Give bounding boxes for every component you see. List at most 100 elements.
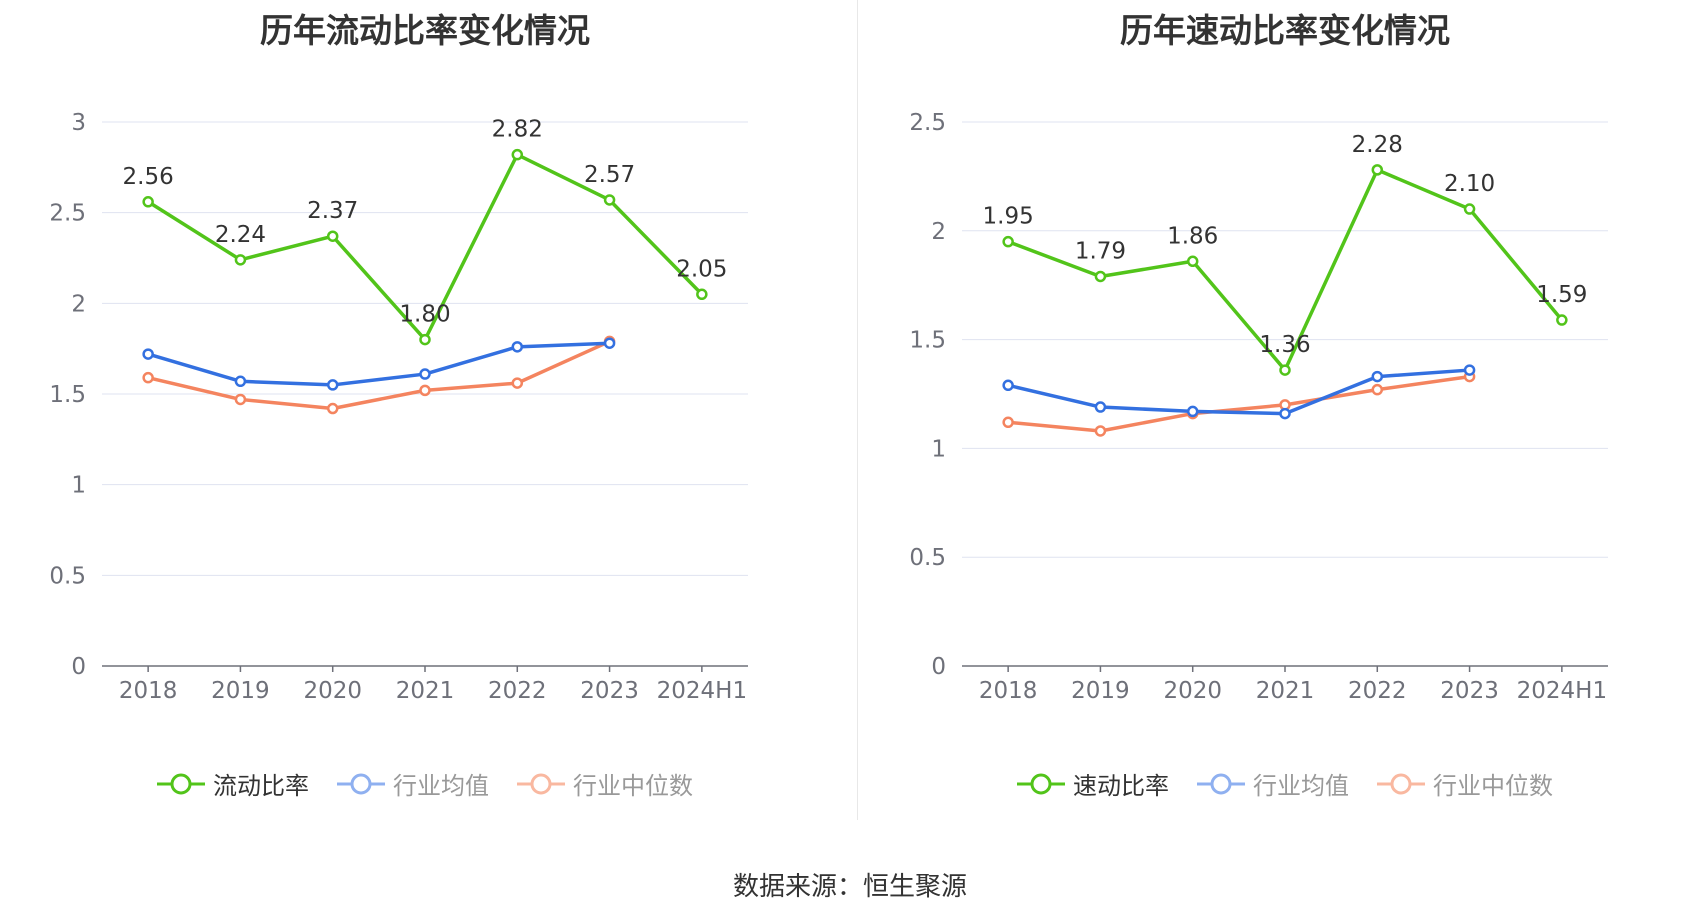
y-tick-label: 1 (71, 473, 86, 499)
y-tick-label: 0 (71, 654, 86, 680)
data-label: 1.79 (1075, 238, 1126, 264)
data-label: 2.37 (307, 198, 358, 224)
data-point (1094, 425, 1107, 437)
y-tick-label: 0.5 (49, 563, 86, 589)
y-tick-label: 3 (71, 110, 86, 136)
data-point (1094, 401, 1107, 413)
x-tick-label: 2024H1 (1517, 678, 1607, 704)
data-point (1002, 379, 1014, 392)
legend-item[interactable]: 行业均值 (337, 766, 489, 801)
legend-label: 速动比率 (1073, 772, 1169, 800)
data-point (419, 333, 431, 346)
data-point (603, 337, 616, 349)
legend-marker-icon (337, 773, 385, 794)
x-tick-label: 2020 (1163, 678, 1222, 704)
y-tick-label: 0 (931, 654, 946, 680)
data-point (234, 393, 247, 406)
y-tick-label: 1.5 (909, 328, 946, 354)
x-tick-label: 2018 (119, 678, 178, 704)
data-point (326, 379, 339, 391)
data-point (1002, 235, 1014, 248)
data-label: 1.59 (1536, 282, 1587, 308)
legend-marker-icon (517, 773, 565, 794)
data-point (511, 341, 524, 353)
data-label: 2.05 (676, 256, 727, 282)
legend-item[interactable]: 行业中位数 (1377, 766, 1553, 801)
data-point (1002, 416, 1014, 429)
y-tick-label: 1.5 (49, 382, 86, 408)
y-tick-label: 0.5 (909, 545, 946, 571)
legend-marker-icon (157, 773, 205, 794)
y-tick-label: 2 (931, 219, 946, 245)
x-tick-label: 2019 (211, 678, 270, 704)
y-tick-label: 2 (71, 291, 86, 317)
legend-item[interactable]: 行业中位数 (517, 766, 693, 801)
data-label: 2.24 (215, 222, 266, 248)
data-point (1371, 383, 1384, 396)
legend-label: 行业中位数 (1433, 772, 1553, 800)
series-line (147, 339, 611, 411)
series-line (147, 341, 610, 387)
data-point (603, 194, 616, 206)
legend-marker-icon (1197, 773, 1245, 794)
y-tick-label: 2.5 (909, 110, 946, 136)
x-tick-label: 2020 (303, 678, 362, 704)
legend-label: 行业均值 (1253, 772, 1349, 800)
data-point (511, 148, 524, 161)
data-label: 2.28 (1352, 132, 1403, 158)
data-point (1463, 203, 1476, 215)
x-tick-label: 2021 (396, 678, 455, 704)
data-point (326, 230, 339, 242)
panel-divider (857, 0, 858, 820)
x-tick-label: 2023 (580, 678, 639, 704)
legend-label: 行业中位数 (573, 772, 693, 800)
data-point (419, 368, 431, 380)
chart-title: 历年流动比率变化情况 (260, 11, 590, 50)
data-point (142, 371, 154, 384)
data-point (1279, 407, 1291, 420)
legend-item[interactable]: 行业均值 (1197, 766, 1349, 801)
data-point (142, 196, 154, 208)
quick-ratio-chart: 0 0.5 1 1.5 2 2.5 2018 2019 2020 2021 2022 2023 2024… (909, 110, 1608, 704)
series-line (1007, 374, 1470, 433)
data-point (1556, 314, 1568, 326)
data-label: 2.10 (1444, 171, 1495, 197)
data-point (511, 377, 524, 389)
data-point (1371, 164, 1384, 176)
x-tick-label: 2021 (1256, 678, 1315, 704)
data-point (1279, 364, 1291, 376)
current-ratio-chart: 0 0.5 1 1.5 2 2.5 3 2018 2019 2020 2021 2022 2023 202… (49, 110, 748, 704)
data-point (234, 254, 247, 266)
data-label: 1.86 (1167, 223, 1218, 249)
current-ratio-panel: 历年流动比率变化情况 0 0.5 1 1.5 2 2.5 3 2018 2019 2020 2021… (0, 0, 850, 830)
legend-marker-icon (1017, 773, 1065, 794)
data-point (1371, 370, 1384, 383)
legend-label: 行业均值 (393, 772, 489, 800)
legend-item[interactable]: 流动比率 (157, 766, 309, 801)
data-point (1094, 270, 1107, 283)
series-line (1007, 368, 1470, 416)
legend: 速动比率 行业均值 行业中位数 (860, 766, 1700, 801)
x-tick-label: 2019 (1071, 678, 1130, 704)
x-tick-label: 2022 (1348, 678, 1407, 704)
data-point (1186, 405, 1199, 418)
data-point (234, 375, 247, 388)
data-label: 1.80 (399, 302, 450, 328)
legend-label: 流动比率 (213, 772, 309, 800)
data-label: 2.82 (492, 117, 543, 143)
data-label: 1.36 (1259, 332, 1310, 358)
data-source-note: 数据来源：恒生聚源 (732, 872, 967, 902)
data-point (1463, 364, 1476, 376)
data-point (1186, 255, 1199, 268)
x-tick-label: 2018 (979, 678, 1038, 704)
x-tick-label: 2023 (1440, 678, 1499, 704)
y-tick-label: 1 (931, 436, 946, 462)
legend-item[interactable]: 速动比率 (1017, 766, 1169, 801)
legend: 流动比率 行业均值 行业中位数 (0, 766, 850, 801)
quick-ratio-panel: 历年速动比率变化情况 0 0.5 1 1.5 2 2.5 2018 2019 2020 2021 2… (860, 0, 1700, 830)
x-tick-label: 2022 (488, 678, 547, 704)
data-label: 2.56 (123, 164, 174, 190)
legend-marker-icon (1377, 773, 1425, 794)
data-point (419, 384, 431, 397)
